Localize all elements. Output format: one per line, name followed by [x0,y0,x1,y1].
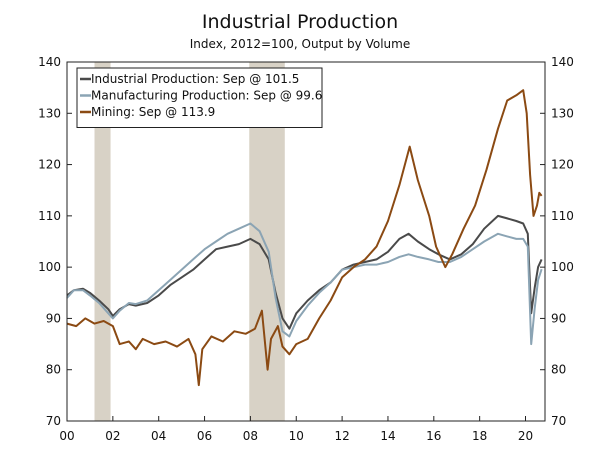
x-tick-label: 20 [518,429,533,443]
legend-label-3: Mining: Sep @ 113.9 [91,105,215,119]
y-tick-label-right: 100 [551,260,574,274]
legend: Industrial Production: Sep @ 101.5 Manufa… [76,67,323,128]
x-tick-label: 10 [289,429,304,443]
x-tick-label: 06 [197,429,212,443]
x-tick-label: 16 [426,429,441,443]
chart-title: Industrial Production [202,11,398,33]
y-tick-label-left: 120 [38,158,61,172]
x-tick-label: 02 [105,429,120,443]
x-tick-label: 08 [243,429,258,443]
y-tick-label-left: 70 [46,414,61,428]
tick-labels: 70 70 80 80 90 90 100 100 110 110 120 120 130 130 140 1… [38,55,574,443]
y-tick-label-right: 110 [551,209,574,223]
x-tick-label: 12 [334,429,349,443]
y-tick-label-right: 70 [551,414,566,428]
x-tick-label: 18 [472,429,487,443]
x-tick-label: 14 [380,429,395,443]
plot-frame [66,61,546,422]
legend-label-1: Industrial Production: Sep @ 101.5 [91,72,299,86]
y-tick-label-left: 80 [46,363,61,377]
series-line-3 [66,89,543,387]
legend-box [76,67,323,128]
y-tick-label-left: 100 [38,260,61,274]
series-lines [66,89,543,387]
x-tick-label: 00 [59,429,74,443]
chart-subtitle: Index, 2012=100, Output by Volume [190,37,410,51]
y-tick-label-left: 90 [46,311,61,325]
y-tick-label-right: 140 [551,55,574,69]
recession-band-1 [94,62,111,421]
y-tick-label-left: 130 [38,106,61,120]
y-tick-label-right: 130 [551,106,574,120]
x-tick-label: 04 [151,429,166,443]
series-line-1 [66,214,543,330]
legend-label-2: Manufacturing Production: Sep @ 99.6 [91,89,322,103]
y-tick-label-right: 120 [551,158,574,172]
series-line-2 [66,222,543,346]
y-tick-label-left: 140 [38,55,61,69]
y-tick-label-left: 110 [38,209,61,223]
y-tick-label-right: 90 [551,311,566,325]
y-tick-label-right: 80 [551,363,566,377]
